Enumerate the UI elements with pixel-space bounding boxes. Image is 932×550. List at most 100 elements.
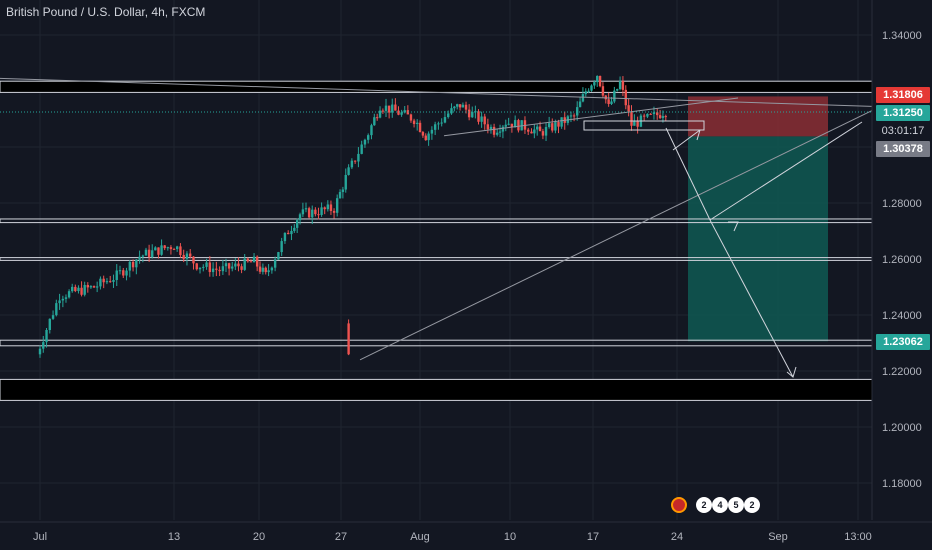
candle-body [86, 284, 89, 288]
candle-body [89, 286, 93, 288]
candle-body [403, 110, 406, 113]
candle-body [109, 281, 112, 283]
candle-body [326, 204, 330, 210]
candle-body [636, 121, 639, 127]
candle-body [421, 131, 425, 136]
candle-body [664, 116, 667, 118]
candle-body [347, 167, 350, 175]
event-badge[interactable]: 4 [712, 497, 728, 513]
candle-body [646, 113, 649, 117]
candle-body [353, 160, 357, 162]
candle-body [280, 241, 283, 253]
candle-body [447, 113, 450, 118]
candle-body [211, 268, 215, 273]
candle-body [166, 247, 170, 249]
candle-body [391, 104, 394, 113]
target-price-tag: 1.23062 [876, 334, 930, 350]
candle-body [607, 99, 610, 104]
candle-body [122, 270, 125, 276]
candle-body [301, 209, 305, 215]
drawing-overlays [0, 77, 873, 378]
candle-body [658, 115, 662, 118]
candle-body [154, 247, 157, 251]
candle-body [141, 255, 145, 257]
candle-body [489, 126, 493, 130]
candle-body [621, 81, 625, 90]
candle-body [378, 110, 382, 118]
candle-body [227, 263, 231, 269]
candle-body [55, 303, 58, 316]
candle-body [290, 230, 293, 235]
candle-body [317, 214, 320, 216]
candle-body [71, 286, 74, 292]
candle-body [147, 249, 151, 258]
candle-body [467, 109, 471, 118]
candle-body [311, 209, 314, 218]
level-band [0, 378, 873, 401]
projection-arrow [672, 129, 701, 151]
candle-body [610, 101, 613, 104]
candle-body [304, 208, 308, 210]
candle-body [510, 123, 514, 128]
candle-body [424, 135, 427, 141]
candle-body [513, 120, 517, 128]
candle-body [412, 120, 416, 124]
time-axis[interactable]: Jul 13 20 27 Aug 10 17 24 Sep 13:00 [0, 521, 932, 543]
candle-body [527, 129, 530, 132]
resistance-trendline [0, 77, 873, 107]
chart-title: British Pound / U.S. Dollar, 4h, FXCM [6, 5, 206, 19]
time-tick-label: 13 [168, 531, 180, 543]
candle-body [48, 318, 51, 330]
candle-series [38, 75, 667, 358]
candle-body [453, 106, 456, 109]
candle-body [67, 291, 71, 298]
candle-body [397, 110, 400, 115]
candle-body [656, 112, 659, 116]
candle-body [252, 256, 256, 263]
candle-body [400, 112, 403, 115]
candle-body [557, 122, 560, 127]
candle-body [255, 256, 259, 267]
price-axis[interactable]: 1.340001.320001.300001.280001.260001.240… [871, 0, 922, 520]
candle-body [440, 122, 443, 124]
candle-body [387, 105, 391, 113]
event-badge[interactable]: 2 [696, 497, 712, 513]
candle-body [613, 90, 616, 102]
price-tick-label: 1.24000 [882, 310, 922, 322]
candle-body [198, 267, 202, 270]
candle-body [661, 116, 665, 118]
candle-body [175, 246, 179, 250]
candle-body [208, 262, 212, 273]
candle-body [394, 104, 397, 111]
candle-body [464, 104, 468, 110]
candle-body [144, 249, 148, 256]
candle-body [576, 107, 579, 116]
candle-body [314, 209, 317, 215]
candle-body [627, 105, 630, 112]
candle-body [350, 160, 354, 168]
candle-body [480, 116, 483, 122]
event-badge[interactable]: 2 [744, 497, 760, 513]
candle-body [243, 258, 246, 270]
candle-body [293, 227, 296, 231]
candle-body [112, 279, 115, 282]
uk-flag-icon[interactable] [671, 497, 687, 513]
candle-body [295, 220, 299, 228]
event-badge[interactable]: 5 [728, 497, 744, 513]
candle-body [234, 263, 237, 267]
candle-body [370, 125, 373, 136]
target-zone [688, 136, 828, 342]
projection-leg [709, 121, 863, 221]
candle-body [38, 348, 42, 355]
candle-body [323, 207, 326, 210]
candle-body [329, 204, 333, 211]
candle-body [504, 124, 507, 127]
candle-body [92, 286, 96, 288]
candle-body [530, 131, 533, 134]
candle-body [102, 278, 105, 283]
candle-body [344, 174, 347, 190]
consolidation-box [583, 120, 705, 131]
candle-body [642, 115, 646, 117]
candle-body [474, 111, 477, 113]
